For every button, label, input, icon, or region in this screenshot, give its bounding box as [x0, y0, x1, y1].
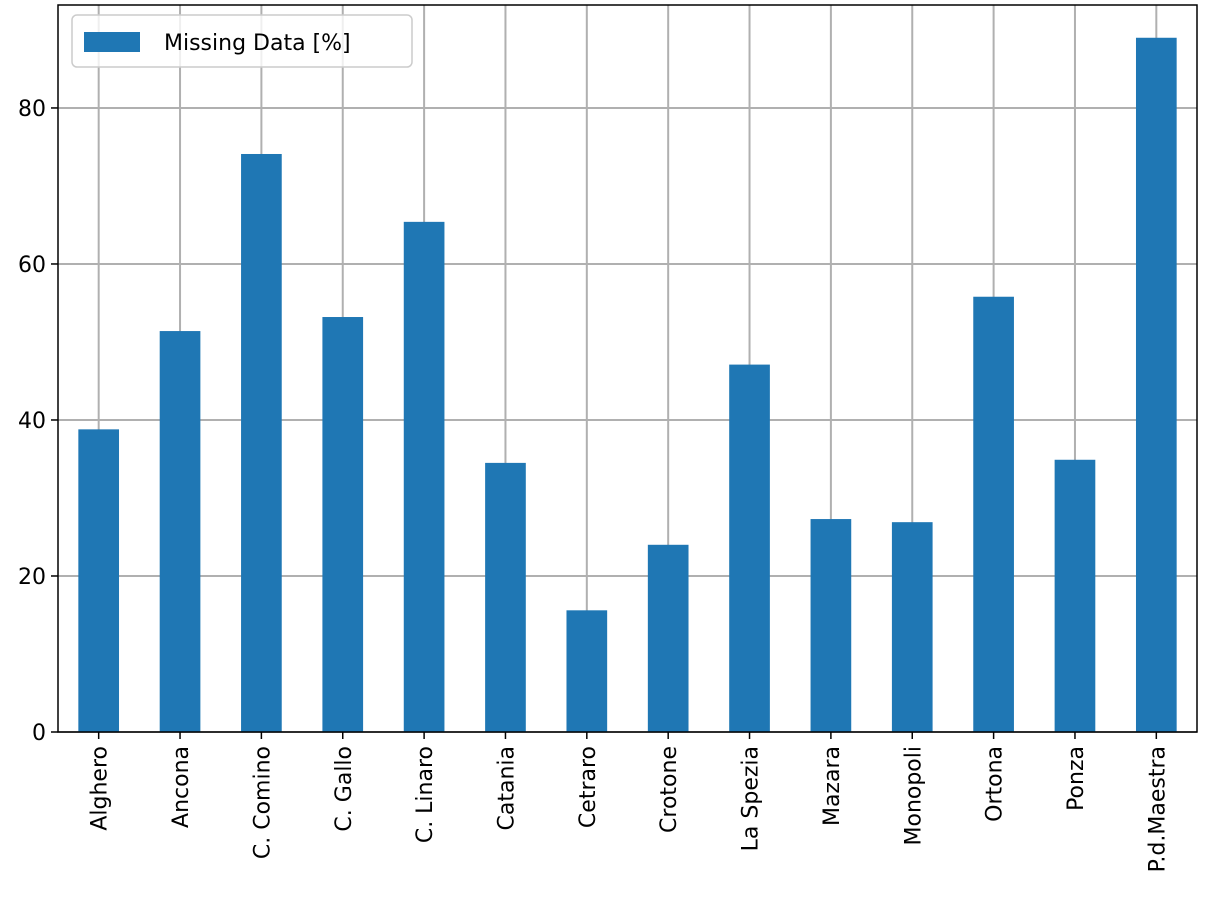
bar [647, 544, 689, 732]
x-tick-label: Alghero [88, 746, 113, 831]
x-tick-label: Mazara [820, 746, 845, 826]
bar [322, 317, 364, 732]
x-tick-label: Crotone [657, 746, 682, 833]
legend-swatch [84, 32, 140, 52]
x-tick-label: C. Linaro [413, 746, 438, 843]
legend: Missing Data [%] [71, 14, 413, 68]
x-tick-label: P.d.Maestra [1145, 746, 1170, 872]
x-tick-label: Ancona [169, 746, 194, 828]
bar [485, 462, 526, 732]
bar [729, 364, 770, 732]
bar [891, 522, 933, 732]
legend-label: Missing Data [%] [164, 31, 351, 56]
x-tick-label: La Spezia [739, 746, 764, 851]
bar [159, 331, 201, 732]
x-tick-label: Monopoli [901, 746, 926, 846]
y-tick-label: 80 [18, 97, 46, 122]
plot-frame [57, 4, 1198, 733]
x-tick-label: Cetraro [576, 746, 601, 828]
bar [78, 429, 120, 732]
x-tick-label: Ortona [983, 746, 1008, 822]
bars [78, 37, 1177, 733]
y-tick-label: 20 [18, 565, 46, 590]
bar [810, 519, 852, 732]
x-tick-label: C. Comino [250, 746, 275, 859]
grid [58, 5, 1197, 733]
bar [973, 296, 1014, 732]
x-tick-label: C. Gallo [332, 746, 357, 832]
x-tick-label: Ponza [1064, 746, 1089, 811]
y-tick-label: 60 [18, 253, 46, 278]
y-tick-label: 40 [18, 409, 46, 434]
bar [1054, 459, 1096, 732]
x-tick-label: Catania [494, 746, 519, 831]
bar [566, 610, 608, 732]
bar [403, 221, 445, 732]
legend-frame [71, 14, 413, 68]
bar [241, 153, 282, 732]
bar [1135, 37, 1177, 733]
y-tick-label: 0 [32, 721, 46, 746]
